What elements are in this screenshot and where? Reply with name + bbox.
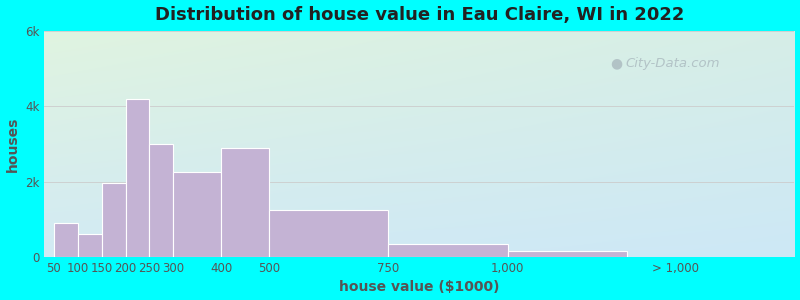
Bar <box>221 148 269 257</box>
Bar <box>508 251 627 257</box>
Text: ●: ● <box>610 56 622 70</box>
Bar <box>126 99 150 257</box>
Bar <box>102 184 126 257</box>
Bar <box>78 234 102 257</box>
Bar <box>54 223 78 257</box>
Bar <box>388 244 508 257</box>
Bar <box>174 172 221 257</box>
Title: Distribution of house value in Eau Claire, WI in 2022: Distribution of house value in Eau Clair… <box>154 6 684 24</box>
Text: City-Data.com: City-Data.com <box>626 57 720 70</box>
Y-axis label: houses: houses <box>6 116 19 172</box>
Bar <box>269 210 388 257</box>
X-axis label: house value ($1000): house value ($1000) <box>339 280 500 294</box>
Bar <box>150 144 174 257</box>
